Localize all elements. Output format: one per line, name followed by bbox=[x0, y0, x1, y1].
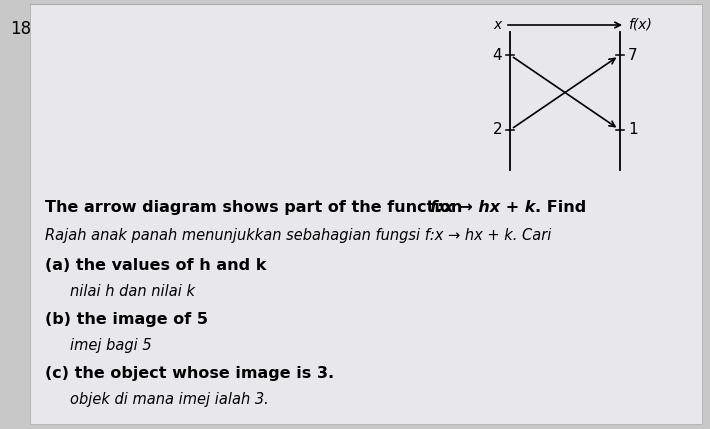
Text: nilai h dan nilai k: nilai h dan nilai k bbox=[70, 284, 195, 299]
Text: (c) the object whose image is 3.: (c) the object whose image is 3. bbox=[45, 366, 334, 381]
Text: f​:x → hx + k: f​:x → hx + k bbox=[430, 200, 535, 215]
Text: (a) the values of h and k: (a) the values of h and k bbox=[45, 258, 266, 273]
Text: 1: 1 bbox=[628, 123, 638, 138]
Text: f(x): f(x) bbox=[628, 18, 652, 32]
Text: Rajah anak panah menunjukkan sebahagian fungsi f​:x → hx + k. Cari: Rajah anak panah menunjukkan sebahagian … bbox=[45, 228, 552, 243]
Text: x: x bbox=[493, 18, 502, 32]
Text: imej bagi 5: imej bagi 5 bbox=[70, 338, 152, 353]
Text: The arrow diagram shows part of the function: The arrow diagram shows part of the func… bbox=[45, 200, 468, 215]
Text: 7: 7 bbox=[628, 48, 638, 63]
Text: . Find: . Find bbox=[535, 200, 586, 215]
Text: 18: 18 bbox=[10, 20, 31, 38]
Text: 2: 2 bbox=[492, 123, 502, 138]
FancyBboxPatch shape bbox=[30, 4, 702, 424]
Text: 4: 4 bbox=[492, 48, 502, 63]
Text: objek di mana imej ialah 3.: objek di mana imej ialah 3. bbox=[70, 392, 269, 407]
Text: (b) the image of 5: (b) the image of 5 bbox=[45, 312, 208, 327]
